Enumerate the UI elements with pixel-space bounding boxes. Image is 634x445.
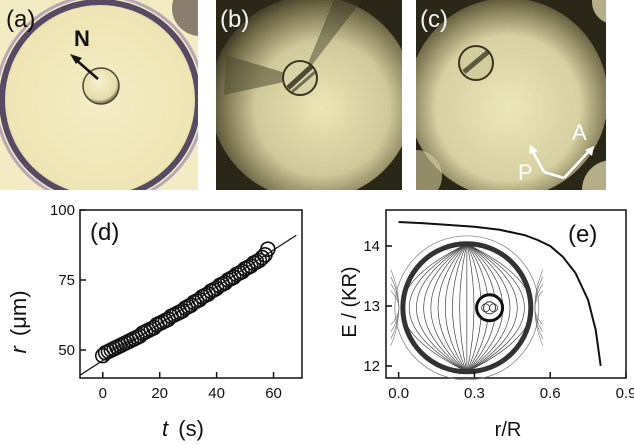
field-line [459, 243, 468, 372]
x-tick-label-d: 60 [265, 385, 282, 402]
x-axis-unit: (s) [178, 416, 204, 441]
field-line [466, 243, 475, 372]
field-line [423, 243, 468, 373]
y-tick-label-d: 100 [50, 202, 75, 219]
y-axis-label: r (μm) [6, 290, 31, 353]
micrograph-c: (c) P A [416, 0, 606, 190]
energy-vs-position-chart: 0.0 0.3 0.6 0.9 12 13 14 (e) r/R E / (KR) [339, 209, 634, 441]
energy-curve [398, 221, 602, 367]
x-tick-label-e: 0.0 [388, 385, 409, 402]
exterior-field-line [534, 269, 544, 346]
plot-frame-e [385, 209, 627, 379]
y-tick-label-e: 14 [363, 238, 380, 255]
field-line [452, 243, 468, 372]
field-line [445, 243, 468, 372]
field-line-inset [390, 235, 544, 381]
field-line [466, 243, 511, 373]
field-line [466, 243, 518, 373]
panel-label-a: (a) [6, 6, 36, 33]
exterior-field-line [390, 269, 400, 346]
droplet-b-drawing [216, 0, 402, 190]
field-line [416, 243, 468, 373]
polarizer-arrow [530, 149, 546, 173]
x-tick-label-d: 20 [151, 385, 168, 402]
data-point [260, 241, 276, 258]
x-tick-label-e: 0.9 [616, 385, 634, 402]
droplet-c-drawing [416, 0, 606, 190]
panel-label-b: (b) [220, 6, 250, 33]
x-tick-label-d: 0 [99, 385, 107, 402]
x-axis-label: t (s) [162, 416, 204, 441]
y-tick-label-d: 50 [58, 342, 75, 359]
data-point [251, 252, 268, 269]
y-axis-label-e: E / (KR) [339, 266, 361, 337]
y-tick-label-e: 12 [363, 358, 380, 375]
inclusion-loop [489, 303, 498, 313]
field-line [437, 243, 468, 373]
neighbor-droplet [172, 0, 198, 36]
x-axis-label-e: r/R [495, 419, 522, 441]
plot-frame-d [79, 209, 303, 379]
data-point [254, 249, 270, 266]
radius-vs-time-chart: 0 20 40 60 50 75 100 (d) t (s) r (μm) [6, 202, 303, 441]
micrograph-b: (b) [216, 0, 402, 190]
y-tick-label-d: 75 [58, 272, 75, 289]
analyzer-arrow [563, 149, 591, 179]
y-tick-label-e: 13 [363, 298, 380, 315]
field-line [409, 243, 468, 373]
panel-label-d: (d) [90, 219, 119, 246]
panel-label-c: (c) [420, 6, 448, 33]
x-tick-label-e: 0.3 [464, 385, 485, 402]
micrograph-a: (a) N [0, 0, 198, 190]
field-line [401, 243, 467, 373]
outer-field-ring [394, 235, 540, 381]
x-tick-label-e: 0.6 [540, 385, 561, 402]
droplet-boundary [400, 241, 534, 375]
x-axis-symbol: t [162, 416, 169, 441]
analyzer-label: A [572, 120, 587, 145]
inclusion-ring [483, 301, 497, 315]
inner-droplet [82, 67, 120, 105]
y-axis-symbol: r [6, 345, 31, 354]
director-label: N [74, 26, 90, 51]
droplet-a-drawing [0, 0, 198, 190]
panel-label-e: (e) [568, 221, 597, 248]
y-axis-unit: (μm) [6, 290, 31, 336]
x-tick-label-d: 40 [208, 385, 225, 402]
polarizer-label: P [518, 160, 533, 185]
field-line [466, 243, 525, 373]
field-line [430, 243, 468, 373]
